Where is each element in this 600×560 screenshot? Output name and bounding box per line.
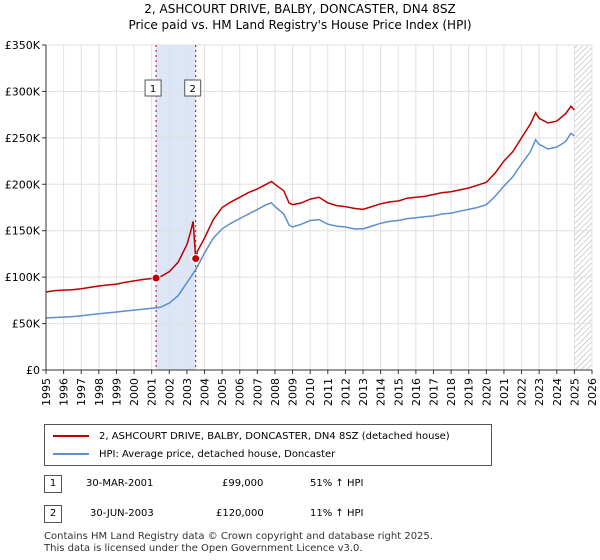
x-tick-label: 2020 [480, 378, 493, 406]
sale-label-box [144, 79, 162, 97]
y-tick-label: £0 [26, 364, 40, 377]
x-tick-label: 2008 [269, 378, 282, 406]
price-chart: 1 2 £0 £50K £100K £150K £200K £250K £300K £350K 19… [5, 39, 599, 406]
y-tick-label: £300K [5, 85, 41, 98]
x-tick-label: 2023 [533, 378, 546, 406]
x-tick-label: 2024 [551, 378, 564, 406]
chart-subtitle: Price paid vs. HM Land Registry's House … [128, 18, 472, 32]
chart-title: 2, ASHCOURT DRIVE, BALBY, DONCASTER, DN4… [144, 2, 456, 16]
footer-licence: This data is licensed under the Open Gov… [44, 543, 363, 554]
x-tick-label: 2001 [146, 378, 159, 406]
transaction-date: 30-MAR-2001 [86, 478, 154, 489]
x-tick-label: 2004 [199, 378, 212, 406]
transaction-number: 1 [44, 475, 62, 493]
x-tick-label: 2006 [234, 378, 247, 406]
legend-item-property: 2, ASHCOURT DRIVE, BALBY, DONCASTER, DN4… [53, 428, 450, 444]
x-tick-label: 2003 [181, 378, 194, 406]
sale-label-box [184, 79, 202, 97]
y-tick-label: £350K [5, 39, 41, 52]
x-tick-label: 2010 [304, 378, 317, 406]
legend: 2, ASHCOURT DRIVE, BALBY, DONCASTER, DN4… [44, 424, 492, 466]
x-tick-label: 2002 [163, 378, 176, 406]
sale-label-text: 1 [150, 84, 156, 95]
forecast-hatch [574, 45, 592, 370]
sale-point [151, 273, 161, 283]
legend-swatch-blue [53, 453, 89, 455]
series-line-hpi [45, 132, 575, 319]
x-tick-label: 2014 [375, 378, 388, 406]
x-tick-label: 2009 [287, 378, 300, 406]
legend-item-hpi: HPI: Average price, detached house, Donc… [53, 446, 335, 462]
x-tick-label: 2021 [498, 378, 511, 406]
sale-point [191, 254, 201, 264]
y-tick-label: £200K [5, 178, 41, 191]
x-tick-label: 2018 [445, 378, 458, 406]
legend-label-property: 2, ASHCOURT DRIVE, BALBY, DONCASTER, DN4… [99, 430, 450, 442]
transaction-hpi: 11% ↑ HPI [310, 508, 364, 519]
x-tick-label: 2000 [128, 378, 141, 406]
transaction-number: 2 [44, 505, 62, 523]
y-tick-label: £50K [12, 318, 41, 331]
ownership-shade [156, 45, 196, 370]
transaction-price: £99,000 [222, 478, 264, 489]
x-tick-label: 2026 [586, 378, 599, 406]
y-tick-label: £100K [5, 271, 41, 284]
transaction-date: 30-JUN-2003 [90, 508, 154, 519]
x-tick-label: 2015 [392, 378, 405, 406]
x-tick-label: 2005 [216, 378, 229, 406]
x-tick-label: 2013 [357, 378, 370, 406]
x-tick-label: 1996 [58, 378, 71, 406]
x-tick-label: 2022 [516, 378, 529, 406]
y-tick-label: £150K [5, 225, 41, 238]
x-tick-label: 2012 [339, 378, 352, 406]
sale-label-text: 2 [190, 84, 196, 95]
x-tick-label: 2019 [463, 378, 476, 406]
x-tick-label: 1997 [75, 378, 88, 406]
x-tick-label: 2011 [322, 378, 335, 406]
footer-copyright: Contains HM Land Registry data © Crown c… [44, 531, 433, 542]
transaction-hpi: 51% ↑ HPI [310, 478, 364, 489]
y-tick-label: £250K [5, 132, 41, 145]
x-tick-label: 1995 [40, 378, 53, 406]
transaction-price: £120,000 [216, 508, 264, 519]
x-tick-label: 1998 [93, 378, 106, 406]
series-line-property [45, 105, 575, 293]
x-tick-label: 2025 [568, 378, 581, 406]
legend-label-hpi: HPI: Average price, detached house, Donc… [99, 448, 336, 460]
x-tick-label: 2007 [251, 378, 264, 406]
x-tick-label: 2017 [427, 378, 440, 406]
x-tick-label: 1999 [110, 378, 123, 406]
plot-area [46, 45, 592, 370]
legend-swatch-red [53, 435, 89, 437]
x-tick-label: 2016 [410, 378, 423, 406]
